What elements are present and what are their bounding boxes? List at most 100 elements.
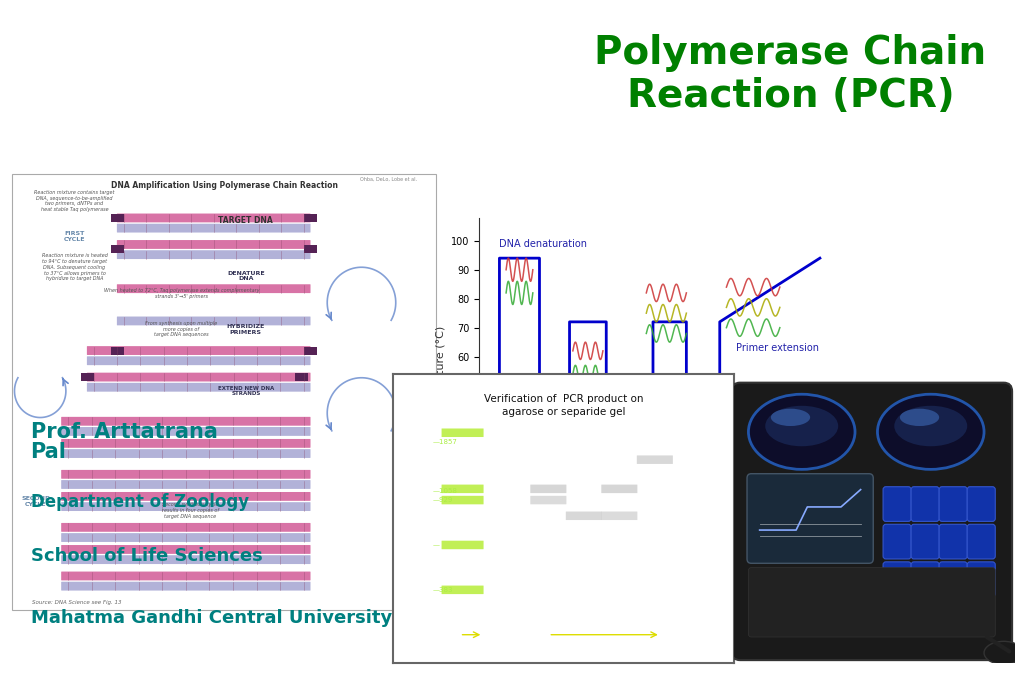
FancyBboxPatch shape (87, 346, 310, 355)
Text: —: — (433, 542, 439, 548)
Ellipse shape (894, 406, 966, 446)
FancyBboxPatch shape (61, 439, 310, 448)
Text: PCR fragments: PCR fragments (561, 626, 629, 634)
FancyBboxPatch shape (601, 485, 637, 493)
FancyBboxPatch shape (441, 496, 483, 505)
FancyBboxPatch shape (117, 224, 310, 233)
Text: —1058: —1058 (433, 488, 458, 494)
FancyBboxPatch shape (61, 470, 310, 479)
FancyBboxPatch shape (61, 533, 310, 542)
FancyBboxPatch shape (87, 373, 310, 381)
FancyBboxPatch shape (117, 240, 310, 249)
FancyBboxPatch shape (566, 511, 601, 520)
Text: 500: 500 (412, 541, 427, 549)
Bar (294, 373, 308, 381)
Text: From synthesis upon multiple
more copies of
target DNA sequences: From synthesis upon multiple more copies… (146, 321, 217, 337)
FancyBboxPatch shape (61, 555, 310, 564)
Text: HYBRIDIZE
PRIMERS: HYBRIDIZE PRIMERS (226, 324, 265, 335)
FancyBboxPatch shape (938, 524, 966, 559)
Text: Primer extension: Primer extension (736, 343, 818, 353)
Text: 3: 3 (580, 623, 586, 633)
Text: 1: 1 (503, 623, 510, 633)
FancyBboxPatch shape (746, 474, 872, 563)
Text: School of Life Sciences: School of Life Sciences (31, 547, 262, 565)
FancyBboxPatch shape (882, 562, 910, 596)
Text: TARGET DNA: TARGET DNA (218, 216, 273, 225)
FancyBboxPatch shape (966, 562, 995, 596)
FancyBboxPatch shape (61, 449, 310, 458)
Text: 3kb: 3kb (413, 437, 427, 446)
Ellipse shape (764, 406, 838, 446)
FancyBboxPatch shape (748, 568, 995, 637)
Text: Mahatma Gandhi Central University: Mahatma Gandhi Central University (31, 609, 391, 626)
Ellipse shape (770, 409, 809, 426)
FancyBboxPatch shape (61, 545, 310, 554)
FancyBboxPatch shape (117, 250, 310, 259)
FancyBboxPatch shape (61, 581, 310, 590)
FancyBboxPatch shape (530, 485, 566, 493)
FancyBboxPatch shape (117, 316, 310, 325)
X-axis label: Cycle time: Cycle time (633, 556, 692, 566)
FancyBboxPatch shape (441, 541, 483, 549)
FancyBboxPatch shape (601, 511, 637, 520)
FancyBboxPatch shape (61, 502, 310, 511)
Text: 1kb: 1kb (413, 487, 427, 496)
Ellipse shape (876, 394, 983, 469)
FancyBboxPatch shape (61, 427, 310, 436)
Bar (111, 245, 123, 253)
Bar (304, 347, 316, 355)
Text: Reaction mixture contains target
DNA, sequence-to-be-amplified
two primers, dNTP: Reaction mixture contains target DNA, se… (35, 190, 114, 212)
FancyBboxPatch shape (441, 485, 483, 493)
FancyBboxPatch shape (441, 428, 483, 437)
FancyBboxPatch shape (61, 523, 310, 532)
FancyBboxPatch shape (87, 383, 310, 392)
FancyBboxPatch shape (636, 456, 673, 464)
Text: Prof. Arttatrana
Pal: Prof. Arttatrana Pal (31, 422, 217, 462)
FancyBboxPatch shape (910, 562, 938, 596)
Text: Second synthesis cycle
results in four copies of
target DNA sequence: Second synthesis cycle results in four c… (161, 502, 218, 519)
Text: FIRST
CYCLE: FIRST CYCLE (63, 231, 86, 241)
FancyBboxPatch shape (938, 562, 966, 596)
Bar (304, 245, 316, 253)
Text: DNA denaturation: DNA denaturation (499, 239, 587, 250)
Text: Primer annealing: Primer annealing (629, 406, 712, 416)
Text: When heated to 72°C, Taq polymerase extends complementary
strands 3'→5' primers: When heated to 72°C, Taq polymerase exte… (104, 288, 259, 299)
Text: EXTEND NEW DNA
STRANDS: EXTEND NEW DNA STRANDS (217, 386, 274, 396)
FancyBboxPatch shape (731, 383, 1011, 660)
FancyBboxPatch shape (910, 487, 938, 522)
Text: —1857: —1857 (433, 439, 458, 445)
Text: Department of Zoology: Department of Zoology (31, 493, 249, 511)
Text: Reaction mixture is heated
to 94°C to denature target
DNA. Subsequent cooling
to: Reaction mixture is heated to 94°C to de… (42, 253, 107, 282)
Text: Ohba, DeLo, Lobe et al.: Ohba, DeLo, Lobe et al. (360, 177, 417, 182)
Text: 5: 5 (651, 623, 657, 633)
Text: Verification of  PCR product on
agarose or separide gel: Verification of PCR product on agarose o… (483, 394, 643, 417)
Text: 2: 2 (545, 623, 551, 633)
Text: 4: 4 (615, 623, 622, 633)
FancyBboxPatch shape (882, 487, 910, 522)
FancyBboxPatch shape (117, 284, 310, 293)
FancyBboxPatch shape (966, 524, 995, 559)
FancyBboxPatch shape (87, 356, 310, 365)
Ellipse shape (748, 394, 854, 469)
Text: 300: 300 (412, 585, 427, 594)
Text: —383: —383 (433, 587, 453, 593)
FancyBboxPatch shape (441, 585, 483, 594)
FancyBboxPatch shape (61, 492, 310, 501)
FancyBboxPatch shape (61, 480, 310, 489)
FancyBboxPatch shape (966, 487, 995, 522)
FancyBboxPatch shape (61, 417, 310, 426)
Text: Source: DNA Science see Fig. 13: Source: DNA Science see Fig. 13 (32, 600, 121, 605)
FancyBboxPatch shape (530, 496, 566, 505)
FancyBboxPatch shape (61, 572, 310, 581)
Bar (81, 373, 94, 381)
Text: ladder: ladder (444, 626, 474, 634)
Bar (304, 214, 316, 222)
FancyBboxPatch shape (882, 524, 910, 559)
Text: Polymerase Chain
Reaction (PCR): Polymerase Chain Reaction (PCR) (594, 34, 985, 114)
Bar (111, 214, 123, 222)
FancyBboxPatch shape (910, 524, 938, 559)
FancyBboxPatch shape (938, 487, 966, 522)
Text: —929: —929 (433, 497, 452, 503)
Bar (111, 347, 123, 355)
Y-axis label: Temperature (°C): Temperature (°C) (435, 326, 445, 422)
